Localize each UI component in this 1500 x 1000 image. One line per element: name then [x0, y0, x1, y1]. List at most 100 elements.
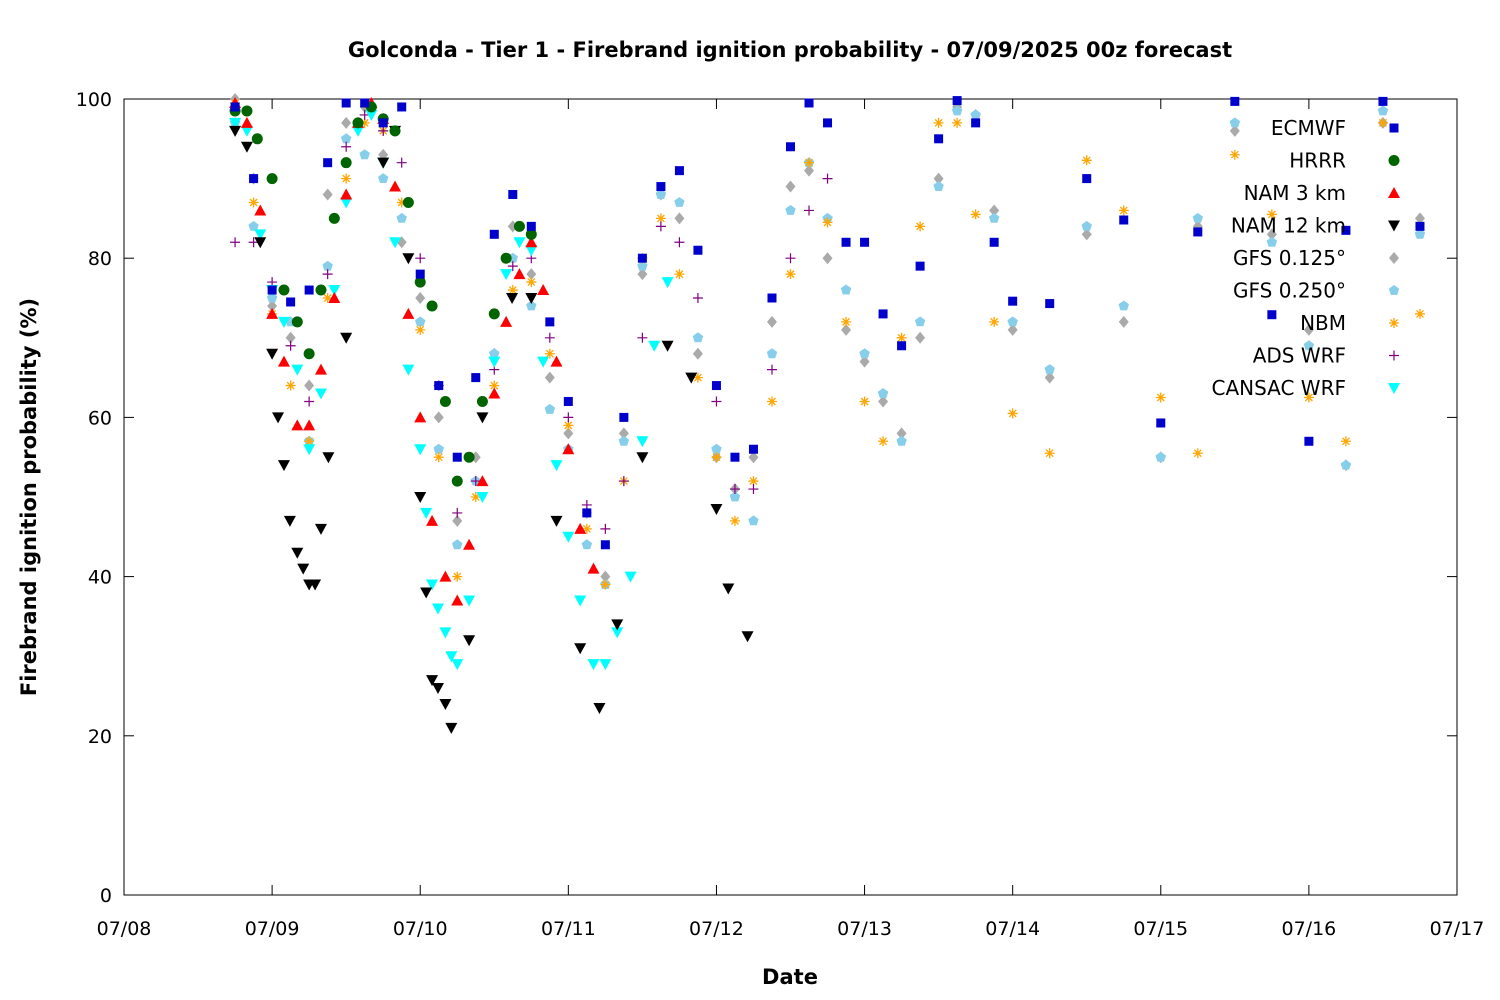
data-point: [248, 197, 259, 208]
data-point: [1155, 451, 1166, 462]
data-point: [463, 595, 476, 607]
data-point: [537, 356, 550, 368]
data-point: [285, 380, 296, 391]
data-point: [1044, 371, 1055, 384]
data-point: [322, 188, 333, 201]
data-point: [748, 451, 759, 464]
data-point: [841, 237, 851, 247]
data-point: [877, 388, 889, 398]
data-point: [971, 118, 981, 128]
data-point: [1193, 227, 1203, 237]
data-point: [229, 117, 242, 129]
data-point: [266, 307, 279, 319]
data-point: [822, 252, 833, 265]
data-point: [525, 236, 538, 248]
data-point: [476, 475, 489, 487]
series-2: [229, 96, 600, 606]
data-point: [414, 492, 427, 503]
data-point: [1414, 308, 1425, 319]
data-point: [266, 292, 278, 303]
data-point: [277, 316, 290, 328]
data-point: [878, 309, 888, 319]
data-point: [1155, 392, 1166, 403]
data-point: [251, 133, 263, 145]
data-point: [415, 316, 426, 327]
data-point: [692, 332, 704, 343]
data-point: [359, 117, 370, 128]
data-point: [433, 411, 444, 424]
data-point: [402, 196, 414, 208]
x-tick-label: 07/11: [541, 918, 596, 940]
data-point: [685, 372, 698, 384]
data-point: [600, 523, 611, 534]
data-point: [661, 340, 674, 352]
data-point: [322, 269, 333, 280]
data-point: [277, 460, 290, 472]
data-point: [729, 515, 740, 526]
data-point: [1045, 299, 1055, 309]
data-point: [648, 340, 661, 352]
legend-label: NBM: [1300, 311, 1346, 335]
data-point: [563, 396, 573, 406]
data-point: [952, 96, 962, 106]
data-point: [1414, 212, 1425, 225]
data-point: [433, 443, 444, 454]
data-point: [415, 269, 425, 279]
data-point: [1229, 149, 1240, 160]
data-point: [785, 204, 796, 215]
data-point: [618, 476, 629, 487]
data-point: [1340, 459, 1352, 470]
data-point: [1378, 96, 1388, 106]
data-point: [283, 515, 296, 527]
data-point: [989, 316, 1000, 327]
data-point: [513, 237, 526, 249]
axis-ticks: 07/08 07/09 07/10 07/11 07/12 07/13 07/14 07/15…: [76, 89, 1485, 940]
data-point: [452, 507, 463, 518]
data-point: [1304, 436, 1314, 446]
data-point: [229, 125, 242, 137]
data-point: [451, 475, 463, 487]
data-point: [378, 118, 388, 128]
data-point: [507, 261, 518, 272]
data-point: [426, 675, 439, 687]
data-point: [352, 117, 364, 129]
data-point: [360, 98, 370, 108]
data-point: [476, 492, 489, 503]
data-point: [272, 412, 285, 424]
legend-label: CANSAC WRF: [1211, 376, 1346, 400]
data-point: [414, 444, 427, 456]
data-point: [934, 134, 944, 144]
data-point: [322, 260, 333, 271]
data-point: [841, 316, 852, 327]
data-point: [513, 220, 525, 232]
data-point: [359, 109, 370, 120]
data-point: [241, 105, 253, 117]
legend-marker: [1388, 285, 1400, 295]
data-point: [741, 631, 754, 643]
y-tick-label: 0: [100, 885, 112, 907]
data-point: [328, 212, 340, 224]
data-point: [278, 284, 290, 296]
data-point: [340, 133, 352, 144]
data-point: [526, 300, 537, 311]
data-point: [488, 356, 501, 368]
data-point: [599, 659, 612, 671]
data-point: [452, 514, 463, 527]
data-point: [951, 105, 963, 116]
data-point: [420, 507, 433, 519]
data-point: [841, 323, 852, 336]
series-7: [230, 109, 833, 534]
data-point: [396, 157, 407, 168]
data-point: [655, 221, 666, 232]
data-point: [340, 197, 353, 209]
data-point: [748, 484, 759, 495]
data-point: [463, 538, 476, 550]
data-point: [766, 315, 777, 328]
data-point: [593, 702, 606, 714]
data-point: [637, 332, 648, 343]
data-point: [389, 180, 402, 192]
series-4: [230, 93, 1425, 583]
data-point: [1044, 364, 1055, 375]
x-tick-label: 07/13: [837, 918, 892, 940]
